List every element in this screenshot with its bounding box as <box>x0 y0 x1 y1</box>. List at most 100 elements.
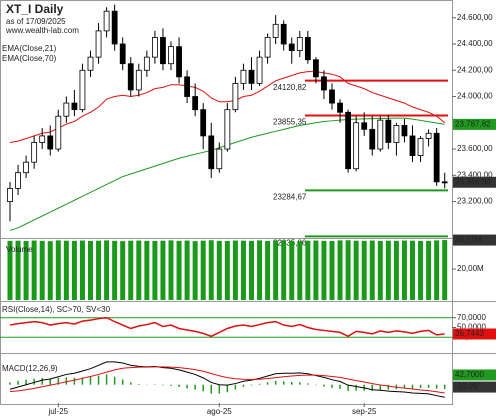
volume-bar <box>257 240 263 300</box>
volume-bar <box>426 240 432 300</box>
macd-histogram-bar <box>202 384 204 392</box>
macd-histogram-bar <box>226 384 229 393</box>
y-tick-label: 24.200,00 <box>457 65 493 74</box>
candle-body <box>216 148 223 170</box>
macd-histogram-bar <box>371 384 373 391</box>
macd-histogram-bar <box>186 384 188 389</box>
volume-bar <box>96 240 102 300</box>
source: www.wealth-lab.com <box>5 26 79 35</box>
volume-bar <box>39 240 45 300</box>
candle-body <box>55 115 62 150</box>
value-tag-label: 42,7000 <box>455 370 484 379</box>
macd-histogram-bar <box>258 383 261 385</box>
macd-histogram-bar <box>242 384 245 387</box>
value-tag-label: 36,7443 <box>455 329 484 338</box>
candle-body <box>143 56 150 71</box>
value-tag <box>453 328 496 340</box>
candle-body <box>401 125 408 137</box>
volume-bar <box>289 240 295 300</box>
volume-bar <box>240 240 246 300</box>
value-tag-label: -10,29 <box>455 382 478 391</box>
macd-histogram-bar <box>9 382 11 385</box>
macd-histogram-bar <box>49 378 51 385</box>
volume-bar <box>377 241 383 300</box>
candle-body <box>23 161 30 174</box>
volume-bar <box>128 240 134 300</box>
macd-histogram-bar <box>274 380 277 385</box>
volume-bar <box>31 240 37 300</box>
volume-bar <box>79 240 85 300</box>
candle-body <box>321 76 327 91</box>
volume-bar <box>273 240 279 300</box>
macd-histogram-bar <box>138 384 140 385</box>
volume-bar <box>249 240 254 300</box>
y-tick-label: 23.400,00 <box>457 170 493 179</box>
volume-bar <box>410 240 415 300</box>
value-tag <box>453 118 496 130</box>
candle-body <box>184 76 191 97</box>
candle-body <box>7 188 13 202</box>
macd-histogram-bar <box>282 381 285 385</box>
macd-histogram-bar <box>97 375 100 385</box>
candle-body <box>433 132 440 183</box>
subtitle: as of 17/09/2025 <box>6 17 66 26</box>
macd-histogram-bar <box>121 379 124 385</box>
candle-body <box>337 102 343 113</box>
candle-body <box>361 122 368 130</box>
macd-histogram-bar <box>307 383 309 385</box>
volume-bar <box>144 240 150 300</box>
x-tick-label: jul-25 <box>48 407 69 416</box>
plot-frame <box>0 0 453 405</box>
macd-histogram-bar <box>65 377 68 385</box>
x-tick-label: sep-25 <box>352 407 377 416</box>
volume-bar <box>71 240 77 300</box>
y-tick-label: 20,00M <box>457 264 484 273</box>
value-tag-label: 38,71M <box>455 235 482 244</box>
macd-histogram-bar <box>194 384 196 390</box>
volume-bar <box>104 240 110 300</box>
volume-bar <box>345 240 351 300</box>
volume-bar <box>200 240 206 300</box>
candle-body <box>39 135 46 143</box>
candle-body <box>296 37 303 51</box>
x-tick-label: ago-25 <box>207 407 232 416</box>
volume-bar <box>224 241 230 300</box>
macd-histogram-bar <box>379 384 382 390</box>
macd-histogram-bar <box>427 384 430 388</box>
volume-bar <box>297 241 303 300</box>
y-tick-label: 24.600,00 <box>457 13 493 22</box>
y-tick-label: 24.400,00 <box>457 39 493 48</box>
volume-bar <box>63 240 69 300</box>
candle-body <box>409 135 416 157</box>
candle-body <box>208 135 215 170</box>
macd-title: MACD(12,26,9) <box>2 364 58 373</box>
candle-body <box>31 142 38 163</box>
candle-body <box>176 46 182 78</box>
volume-bar <box>216 240 222 300</box>
volume-bar <box>192 241 198 300</box>
macd-histogram-bar <box>89 376 92 385</box>
volume-bar <box>47 241 53 300</box>
macd-histogram-bar <box>299 382 301 385</box>
volume-bar <box>329 241 335 300</box>
candle-body <box>385 119 392 143</box>
macd-histogram-bar <box>435 384 438 389</box>
volume-bar <box>281 240 287 300</box>
volume-bar <box>15 240 21 300</box>
candle-body <box>272 23 279 38</box>
macd-histogram-bar <box>105 374 108 385</box>
candle-body <box>256 56 263 84</box>
volume-bar <box>184 240 190 300</box>
volume-bar <box>55 240 61 300</box>
candle-body <box>95 30 102 58</box>
candle-body <box>288 43 295 51</box>
macd-histogram-bar <box>178 384 180 387</box>
volume-bar <box>369 240 375 300</box>
volume-bar <box>434 240 440 300</box>
volume-bar <box>401 240 407 300</box>
candle-body <box>79 69 86 111</box>
ema-line <box>9 71 446 143</box>
candle-body <box>264 37 271 58</box>
value-tag <box>453 381 496 393</box>
